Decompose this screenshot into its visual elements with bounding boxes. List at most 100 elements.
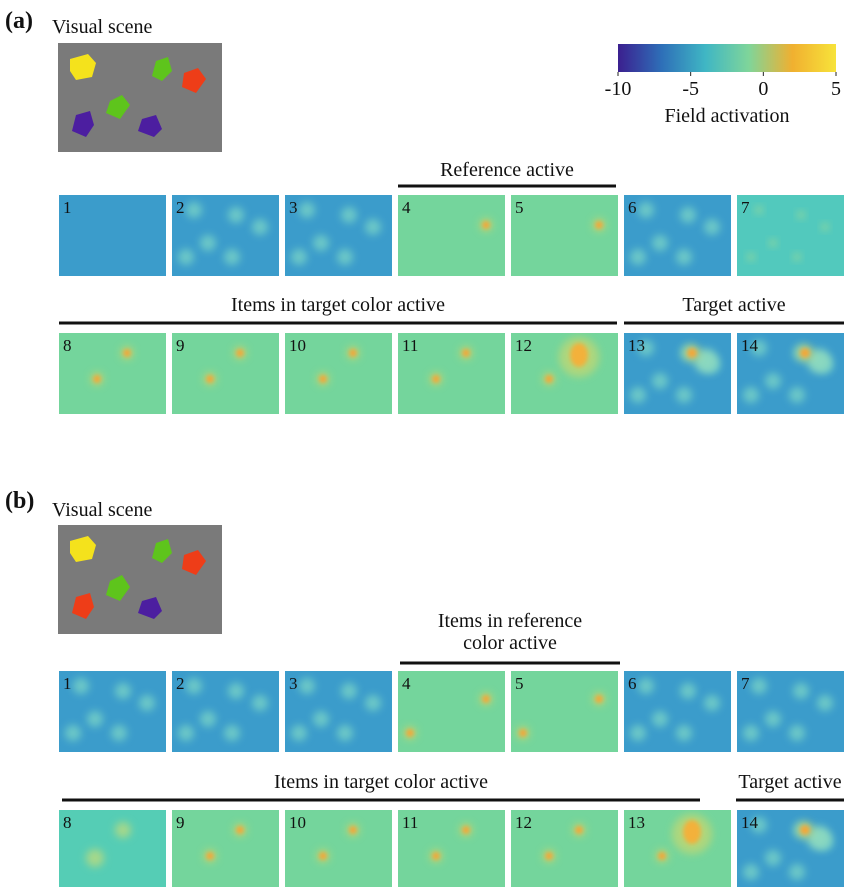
frame-content [59,333,166,414]
scene-title: Visual scene [52,499,153,521]
activation-peak [349,826,357,834]
frame-number: 12 [515,336,532,355]
frame-number: 8 [63,813,72,832]
activation-peak [545,852,553,860]
activation-frame: 1 [59,671,166,752]
frame-background [398,333,505,414]
activation-peak [93,375,101,383]
activation-blob [676,725,692,741]
activation-blob [200,711,216,727]
frame-number: 13 [628,336,645,355]
activation-frame: 8 [59,333,166,414]
activation-blob [652,711,668,727]
activation-frame: 12 [511,333,618,414]
frame-content [398,333,505,414]
activation-frame: 7 [737,671,844,752]
activation-peak [800,825,810,835]
activation-blob [630,387,646,403]
scene-title: Visual scene [52,16,153,38]
activation-blob [630,249,646,265]
activation-blob [751,678,767,694]
group-label: Reference active [440,159,574,181]
activation-peak [595,695,603,703]
activation-blob [299,202,315,218]
frame-number: 3 [289,198,298,217]
frame-content [737,810,844,887]
frame-background [172,810,279,887]
frame-content [285,671,392,752]
frame-number: 9 [176,336,185,355]
activation-blob [638,340,654,356]
activation-frame: 5 [511,195,618,276]
activation-peak [462,349,470,357]
activation-blob [224,249,240,265]
activation-blob [789,387,805,403]
frame-number: 11 [402,336,418,355]
activation-blob [747,253,755,261]
frame-content [172,810,279,887]
visual-scene [58,525,222,634]
frame-number: 14 [741,813,759,832]
frame-number: 10 [289,813,306,832]
activation-blob [765,711,781,727]
activation-blob [224,725,240,741]
activation-blob [743,387,759,403]
activation-blob [337,725,353,741]
activation-peak [545,375,553,383]
frame-content [737,333,844,414]
frame-number: 13 [628,813,645,832]
activation-peak [575,826,583,834]
frame-content [511,810,618,887]
frame-content [511,671,618,752]
activation-frame: 1 [59,195,166,276]
activation-frame: 10 [285,810,392,887]
frame-number: 8 [63,336,72,355]
activation-peak [462,826,470,834]
activation-frame: 9 [172,333,279,414]
activation-blob [178,249,194,265]
activation-peak [432,852,440,860]
colorbar-tick-label: -5 [682,78,699,100]
activation-frame: 3 [285,195,392,276]
activation-frame: 12 [511,810,618,887]
activation-blob [793,683,809,699]
activation-frame: 13 [624,810,731,887]
activation-peak [595,221,603,229]
activation-blob [638,202,654,218]
activation-blob [793,253,801,261]
frame-background [398,810,505,887]
group-label: Items in target color active [231,294,445,316]
group-label: Items in target color active [274,771,488,793]
activation-blob [676,249,692,265]
frame-content [285,810,392,887]
activation-blob [797,211,805,219]
frame-content [511,195,618,276]
activation-blob [652,373,668,389]
activation-blob [111,725,127,741]
frame-number: 7 [741,674,750,693]
activation-blob [789,864,805,880]
activation-peak [658,852,666,860]
activation-blob [765,373,781,389]
activation-blob [228,683,244,699]
colorbar-tick-label: 0 [758,78,768,100]
frame-number: 4 [402,198,411,217]
frame-content [624,810,731,887]
activation-blob [765,850,781,866]
activation-blob [86,849,104,867]
activation-blob [638,678,654,694]
activation-frame: 13 [624,333,731,414]
activation-peak [519,729,527,737]
frame-background [59,810,166,887]
activation-frame: 11 [398,333,505,414]
activation-peak [123,349,131,357]
frame-number: 2 [176,674,185,693]
activation-frame: 14 [737,810,844,887]
activation-blob [680,683,696,699]
activation-peak [206,375,214,383]
frame-content [624,333,731,414]
frame-background [511,195,618,276]
activation-blob [115,683,131,699]
frame-background [511,810,618,887]
activation-peak [432,375,440,383]
